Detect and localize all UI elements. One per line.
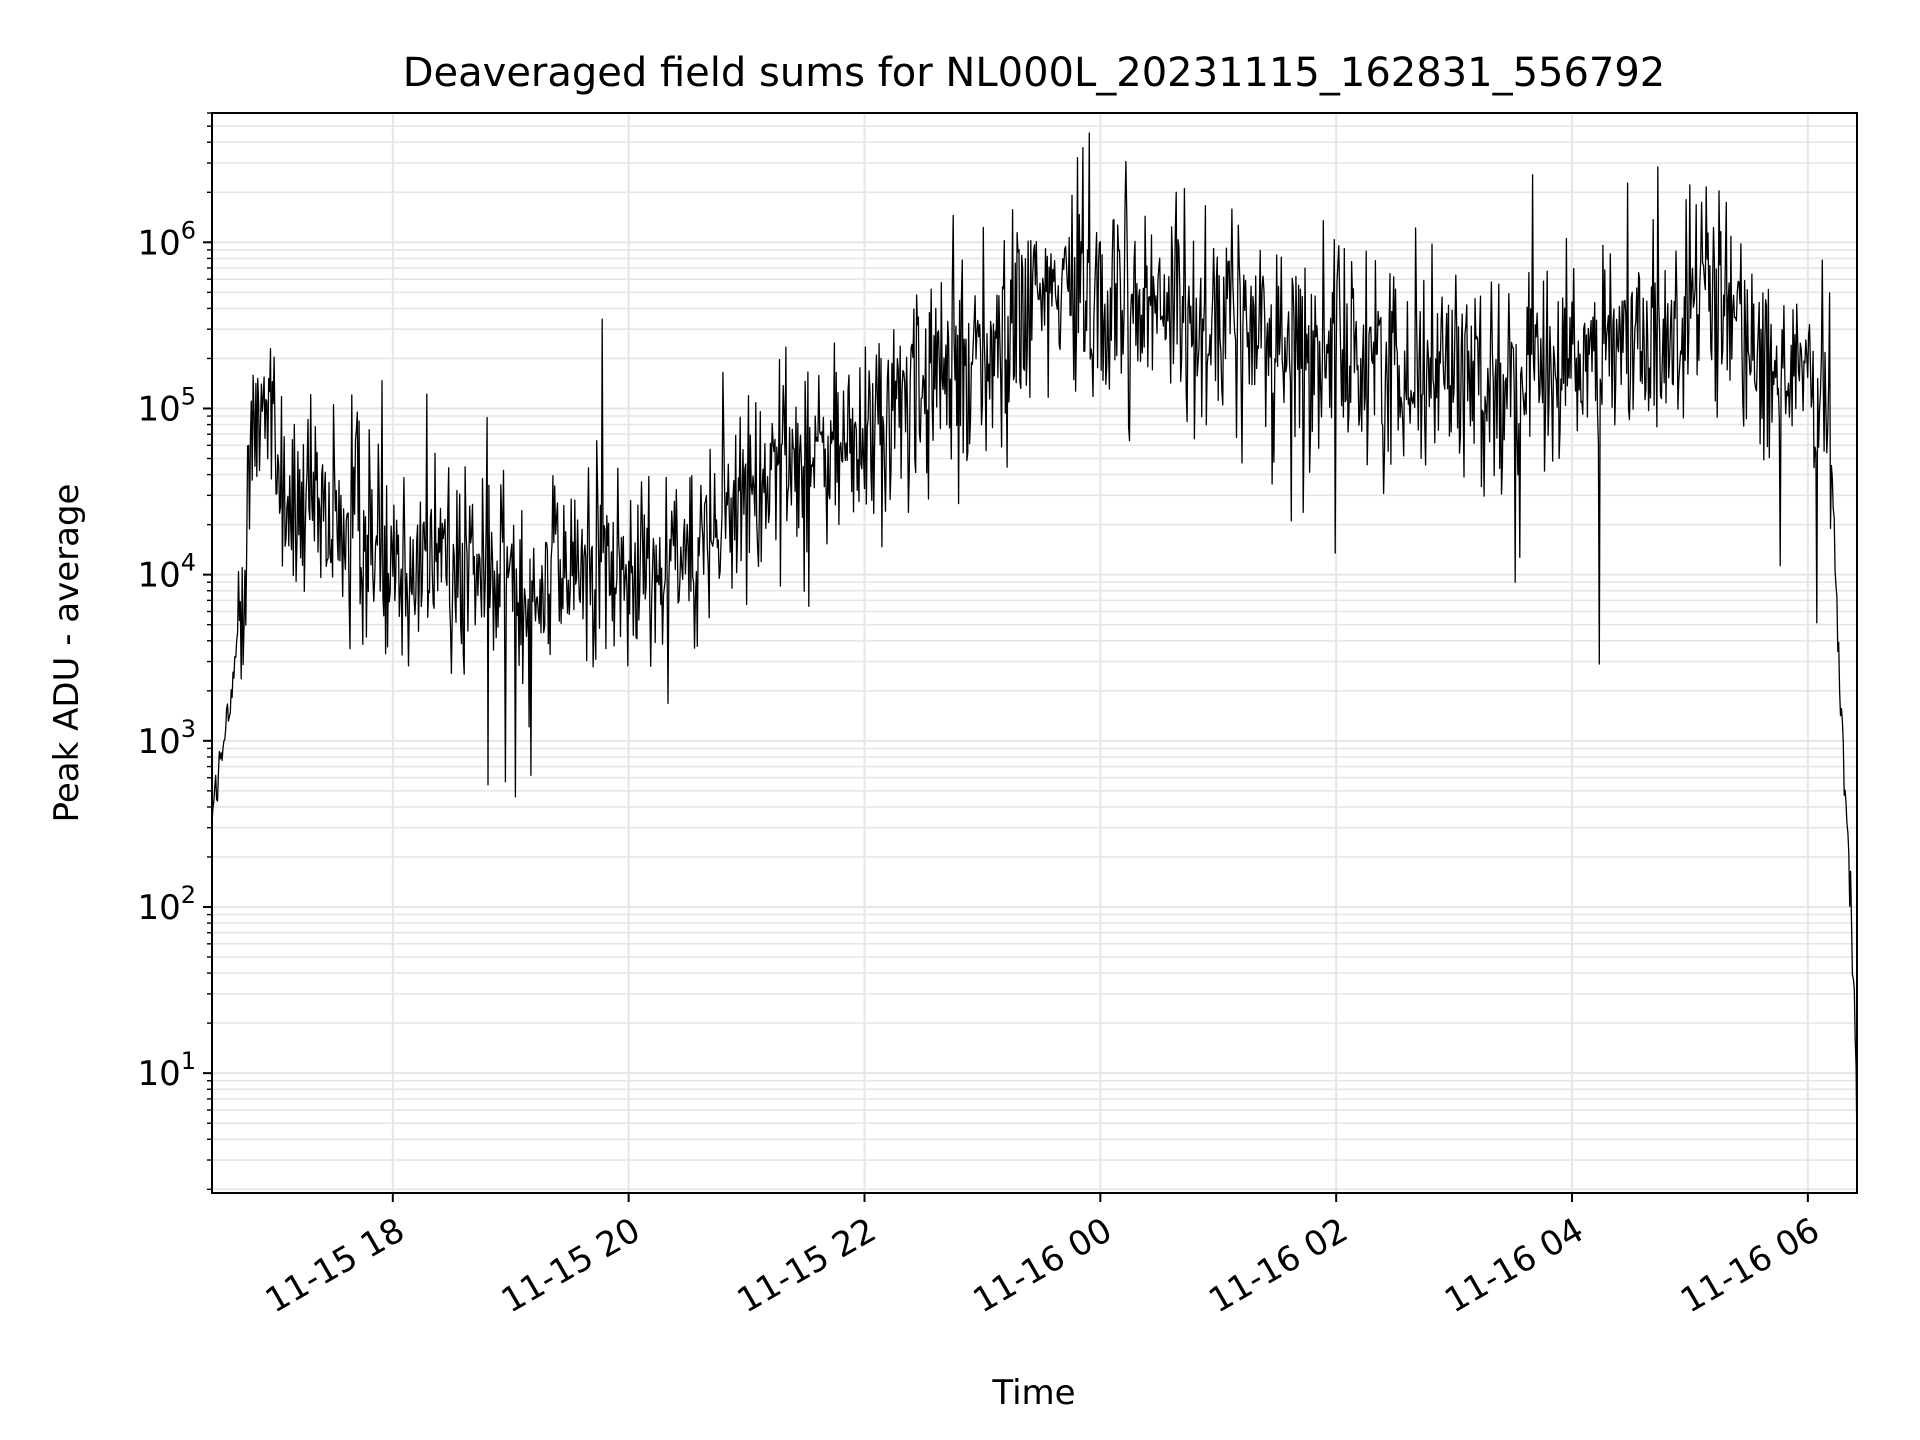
x-axis-label: Time bbox=[991, 1373, 1075, 1413]
y-tick-label: 104 bbox=[137, 549, 196, 596]
series-line bbox=[211, 132, 1858, 1155]
y-tick-label: 106 bbox=[137, 216, 196, 263]
y-tick-label: 101 bbox=[137, 1047, 196, 1094]
series-layer bbox=[211, 132, 1858, 1155]
plot-frame bbox=[211, 112, 1858, 1194]
grid bbox=[212, 112, 1857, 1193]
chart-title: Deaveraged field sums for NL000L_2023111… bbox=[403, 50, 1666, 96]
y-tick-label: 102 bbox=[137, 881, 196, 928]
y-tick-label: 105 bbox=[137, 382, 196, 429]
y-axis-label: Peak ADU - average bbox=[47, 484, 87, 823]
y-tick-label: 103 bbox=[137, 715, 196, 762]
